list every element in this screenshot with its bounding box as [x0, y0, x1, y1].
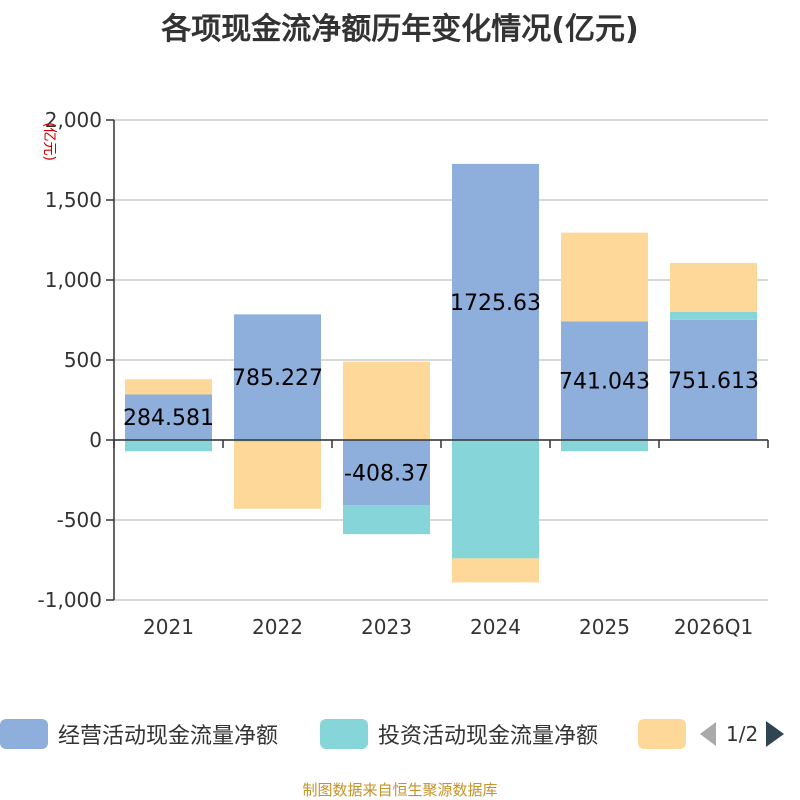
data-label: -408.37: [344, 462, 429, 487]
x-tick-label: 2022: [252, 615, 303, 639]
pager-next-icon[interactable]: [766, 721, 785, 747]
y-unit-label: (亿元): [41, 122, 57, 161]
bar-operating: [234, 314, 321, 440]
pager-prev-icon[interactable]: [700, 722, 716, 746]
bar-operating: [125, 394, 212, 440]
x-tick-label: 2021: [143, 615, 194, 639]
y-tick-label: 0: [89, 428, 102, 452]
pager-page-text: 1/2: [726, 722, 759, 746]
x-tick-label: 2024: [470, 615, 521, 639]
data-label: 741.043: [559, 370, 650, 395]
bar-investing: [234, 440, 321, 442]
bar-investing: [561, 440, 648, 452]
cash-flow-chart: -1,000 -500 0 500 1,000 1,500 2,000(亿元) 2021 202…: [38, 108, 769, 639]
y-tick-label: -500: [57, 508, 102, 532]
legend-swatch-investing: [320, 719, 368, 749]
bar-investing: [343, 505, 430, 535]
y-tick-label: -1,000: [38, 588, 102, 612]
y-tick-label: 1,500: [45, 188, 102, 212]
x-tick-label: 2025: [579, 615, 630, 639]
data-label: 284.581: [123, 406, 214, 431]
y-tick-label: 1,000: [45, 268, 102, 292]
bar-financing: [452, 558, 539, 583]
legend-item-investing[interactable]: 投资活动现金流量净额: [320, 716, 598, 752]
bar-financing: [343, 361, 430, 440]
legend-label-operating: 经营活动现金流量净额: [58, 724, 279, 749]
bar-investing: [670, 311, 757, 320]
footer-source: 制图数据来自恒生聚源数据库: [302, 781, 498, 799]
bar-operating: [452, 163, 539, 440]
legend-swatch-operating: [0, 719, 48, 749]
bar-financing: [670, 262, 757, 312]
legend-item-operating[interactable]: 经营活动现金流量净额: [0, 716, 278, 752]
y-tick-label: 2,000: [45, 108, 102, 132]
bar-operating: [561, 321, 648, 440]
data-label: 751.613: [668, 369, 759, 394]
legend-swatch-financing: [638, 719, 686, 749]
data-label: 1725.63: [450, 291, 541, 316]
y-tick-label: 500: [64, 348, 102, 372]
bar-operating: [343, 440, 430, 506]
bar-operating: [670, 319, 757, 440]
legend-pager: 1/2: [700, 716, 800, 752]
x-tick-label: 2026Q1: [674, 615, 753, 639]
chart-title: 各项现金流净额历年变化情况(亿元): [161, 12, 639, 47]
x-tick-label: 2023: [361, 615, 412, 639]
bar-investing: [125, 440, 212, 452]
data-label: 785.227: [232, 366, 323, 391]
bar-investing: [452, 440, 539, 559]
bar-financing: [561, 232, 648, 322]
bar-financing: [234, 441, 321, 509]
legend-label-investing: 投资活动现金流量净额: [378, 724, 599, 749]
legend: 经营活动现金流量净额 投资活动现金流量净额: [0, 716, 800, 752]
bar-financing: [125, 379, 212, 395]
legend-item-financing[interactable]: [638, 716, 696, 752]
